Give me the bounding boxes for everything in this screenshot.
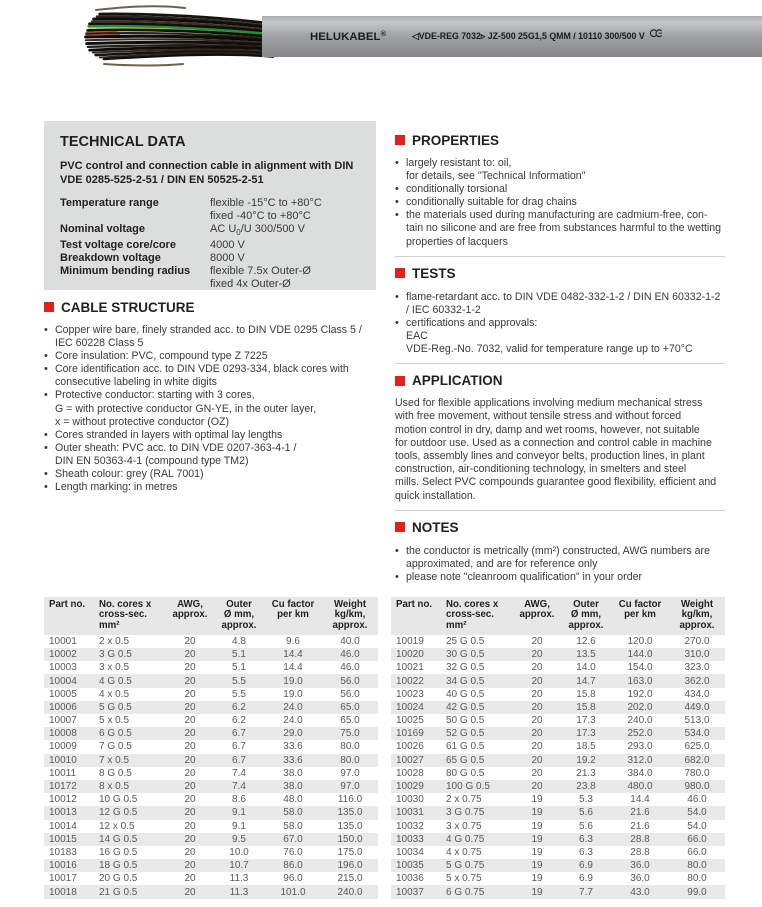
svg-text:HELUKABEL®: HELUKABEL® — [310, 29, 387, 43]
svg-text:◁VDE-REG 7032▹ JZ-500 25G1,5: ◁VDE-REG 7032▹ JZ-500 25G1,5 QMM / 10110… — [411, 31, 645, 41]
